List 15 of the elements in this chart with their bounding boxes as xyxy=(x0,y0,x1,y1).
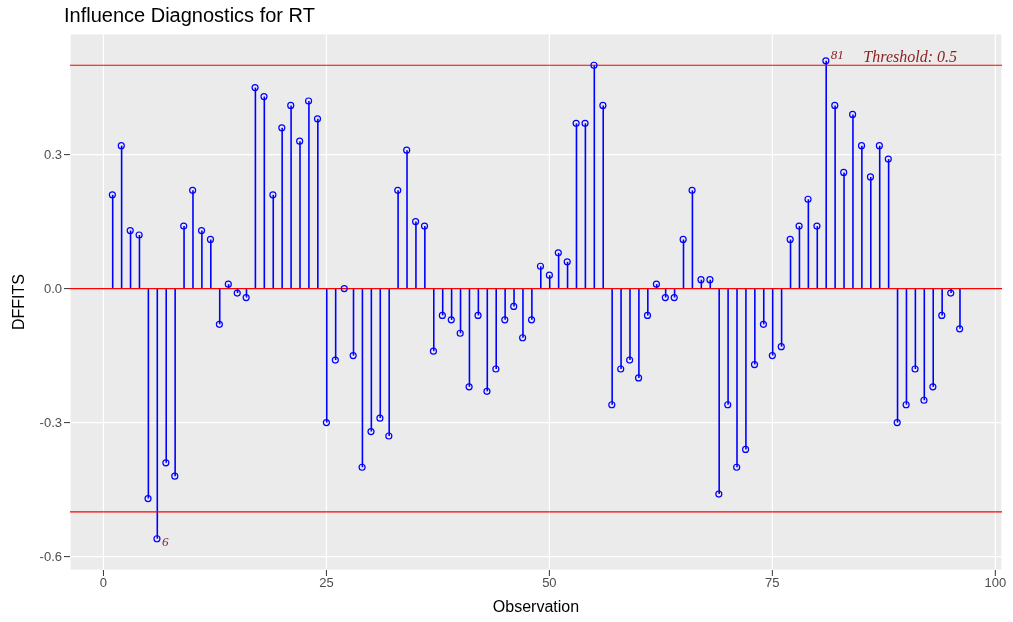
x-axis-title: Observation xyxy=(492,598,580,615)
x-tick-label: 100 xyxy=(984,575,1007,591)
annotation: 81 xyxy=(830,47,844,63)
y-axis-title: DFFITS xyxy=(9,274,27,330)
chart-title: Influence Diagnostics for RT xyxy=(64,4,316,28)
annotation: 6 xyxy=(161,534,169,550)
y-tick-label: -0.3 xyxy=(39,415,62,431)
x-tick-label: 50 xyxy=(542,575,557,591)
x-tick-label: 75 xyxy=(765,575,780,591)
x-tick-label: 0 xyxy=(99,575,108,591)
y-tick-label: 0.0 xyxy=(43,281,62,297)
x-tick-label: 25 xyxy=(319,575,334,591)
y-tick-label: 0.3 xyxy=(43,147,62,163)
ref-line-label: Threshold: 0.5 xyxy=(863,47,957,65)
y-tick-label: -0.6 xyxy=(39,549,62,565)
